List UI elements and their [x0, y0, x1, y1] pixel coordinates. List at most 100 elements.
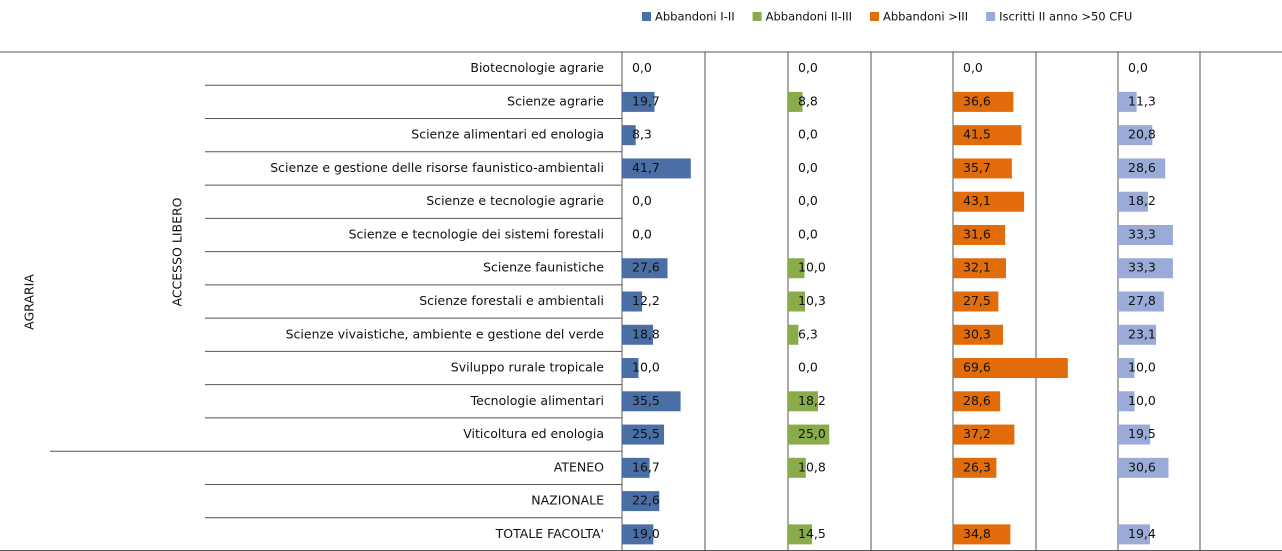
category-label: Scienze agrarie: [507, 93, 604, 108]
bar: [622, 491, 660, 512]
value-label: 0,0: [1128, 60, 1148, 75]
outer-group-label: AGRARIA: [22, 274, 37, 330]
value-label: 8,3: [632, 127, 652, 142]
value-label: 14,5: [798, 526, 826, 541]
bar: [788, 291, 805, 312]
value-label: 26,3: [963, 459, 991, 474]
value-label: 0,0: [632, 193, 652, 208]
bar: [788, 258, 805, 279]
legend-label: Abbandoni II-III: [766, 10, 852, 24]
value-label: 25,5: [632, 426, 660, 441]
value-label: 28,6: [963, 393, 991, 408]
value-label: 11,3: [1128, 93, 1156, 108]
bar: [1118, 324, 1157, 345]
value-label: 19,4: [1128, 526, 1156, 541]
value-label: 8,8: [798, 93, 818, 108]
bar: [953, 91, 1014, 112]
value-label: 69,6: [963, 360, 991, 375]
value-label: 10,0: [1128, 393, 1156, 408]
category-label: Viticoltura ed enologia: [463, 426, 604, 441]
value-label: 36,6: [963, 93, 991, 108]
value-label: 0,0: [632, 226, 652, 241]
bar: [622, 424, 665, 445]
value-label: 0,0: [798, 226, 818, 241]
bar: [953, 125, 1022, 146]
value-label: 0,0: [798, 160, 818, 175]
category-label: Sviluppo rurale tropicale: [451, 360, 605, 375]
bar: [788, 424, 830, 445]
bar: [1118, 125, 1153, 146]
value-label: 10,0: [632, 360, 660, 375]
value-label: 10,8: [798, 459, 826, 474]
bar: [622, 91, 655, 112]
bar: [622, 524, 654, 545]
bar: [953, 424, 1015, 445]
bar: [788, 391, 819, 412]
value-label: 37,2: [963, 426, 991, 441]
inner-group-label: ACCESSO LIBERO: [170, 197, 185, 306]
bar: [622, 358, 639, 379]
bar: [622, 457, 650, 478]
bar: [1118, 358, 1135, 379]
value-label: 10,3: [798, 293, 826, 308]
value-label: 18,8: [632, 326, 660, 341]
category-label: TOTALE FACOLTA': [495, 526, 604, 541]
value-label: 33,3: [1128, 226, 1156, 241]
legend-label: Abbandoni I-II: [655, 10, 735, 24]
value-label: 12,2: [632, 293, 660, 308]
value-label: 43,1: [963, 193, 991, 208]
value-label: 23,1: [1128, 326, 1156, 341]
legend-label: Iscritti II anno >50 CFU: [999, 10, 1132, 24]
category-label: Scienze e tecnologie agrarie: [426, 193, 604, 208]
value-label: 10,0: [798, 260, 826, 275]
value-label: 35,7: [963, 160, 991, 175]
bar: [1118, 457, 1169, 478]
bar: [622, 391, 681, 412]
value-label: 19,5: [1128, 426, 1156, 441]
category-label: Tecnologie alimentari: [470, 393, 604, 408]
bar: [953, 158, 1012, 179]
bar: [1118, 524, 1151, 545]
bar: [1118, 391, 1135, 412]
bar: [788, 324, 799, 345]
value-label: 0,0: [798, 127, 818, 142]
legend-swatch: [986, 12, 996, 21]
value-label: 20,8: [1128, 127, 1156, 142]
value-label: 0,0: [632, 60, 652, 75]
legend-label: Abbandoni >III: [883, 10, 968, 24]
category-label: Scienze vivaistiche, ambiente e gestione…: [286, 326, 605, 341]
bar: [1118, 191, 1149, 212]
value-label: 28,6: [1128, 160, 1156, 175]
bar: [1118, 424, 1151, 445]
legend-swatch: [870, 12, 879, 21]
value-label: 18,2: [1128, 193, 1156, 208]
bar: [788, 457, 806, 478]
value-label: 31,6: [963, 226, 991, 241]
value-label: 6,3: [798, 326, 818, 341]
bar: [1118, 91, 1137, 112]
bar: [1118, 291, 1164, 312]
bar: [788, 524, 812, 545]
value-label: 27,5: [963, 293, 991, 308]
bar: [788, 91, 803, 112]
value-label: 27,8: [1128, 293, 1156, 308]
bar: [953, 191, 1025, 212]
value-label: 10,0: [1128, 360, 1156, 375]
value-label: 0,0: [798, 193, 818, 208]
legend-swatch: [752, 12, 762, 21]
value-label: 30,3: [963, 326, 991, 341]
bar: [622, 158, 691, 179]
bar: [953, 391, 1001, 412]
value-label: 32,1: [963, 260, 991, 275]
value-label: 35,5: [632, 393, 660, 408]
bar: [953, 457, 997, 478]
value-label: 19,0: [632, 526, 660, 541]
bar: [953, 358, 1068, 379]
bar: [953, 224, 1006, 245]
bar: [953, 324, 1003, 345]
category-label: Scienze faunistiche: [483, 260, 604, 275]
value-label: 19,7: [632, 93, 660, 108]
category-label: Scienze e gestione delle risorse faunist…: [270, 160, 604, 175]
value-label: 0,0: [963, 60, 983, 75]
